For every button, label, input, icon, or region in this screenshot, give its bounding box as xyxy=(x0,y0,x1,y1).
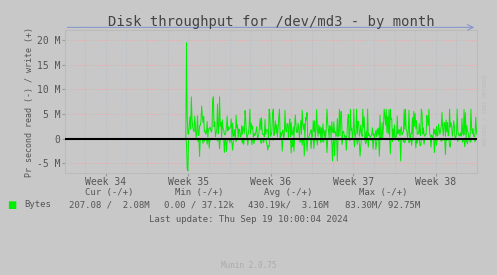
Y-axis label: Pr second read (-) / write (+): Pr second read (-) / write (+) xyxy=(25,27,34,177)
Text: Avg (-/+): Avg (-/+) xyxy=(264,188,313,197)
Text: Bytes: Bytes xyxy=(24,200,51,209)
Text: Min (-/+): Min (-/+) xyxy=(174,188,223,197)
Text: RRDTOOL / TOBI OETIKER: RRDTOOL / TOBI OETIKER xyxy=(482,74,487,146)
Text: Last update: Thu Sep 19 10:00:04 2024: Last update: Thu Sep 19 10:00:04 2024 xyxy=(149,216,348,224)
Text: Munin 2.0.75: Munin 2.0.75 xyxy=(221,260,276,270)
Text: Cur (-/+): Cur (-/+) xyxy=(85,188,134,197)
Text: 430.19k/  3.16M: 430.19k/ 3.16M xyxy=(248,200,329,209)
Text: 83.30M/ 92.75M: 83.30M/ 92.75M xyxy=(345,200,420,209)
Text: 207.08 /  2.08M: 207.08 / 2.08M xyxy=(69,200,150,209)
Text: Max (-/+): Max (-/+) xyxy=(358,188,407,197)
Title: Disk throughput for /dev/md3 - by month: Disk throughput for /dev/md3 - by month xyxy=(107,15,434,29)
Text: 0.00 / 37.12k: 0.00 / 37.12k xyxy=(164,200,234,209)
Text: ■: ■ xyxy=(7,200,17,210)
